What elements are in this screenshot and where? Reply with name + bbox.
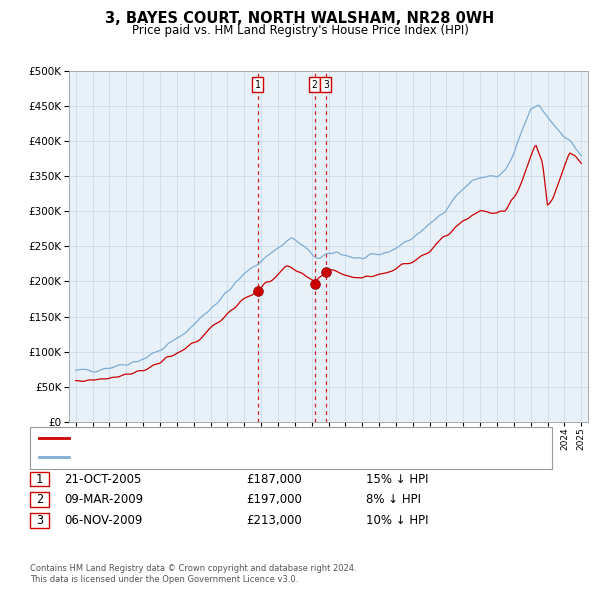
Text: HPI: Average price, detached house, North Norfolk: HPI: Average price, detached house, Nort…: [75, 452, 326, 462]
Text: 10% ↓ HPI: 10% ↓ HPI: [366, 514, 428, 527]
Text: £213,000: £213,000: [246, 514, 302, 527]
Text: £187,000: £187,000: [246, 473, 302, 486]
Text: 3, BAYES COURT, NORTH WALSHAM, NR28 0WH (detached house): 3, BAYES COURT, NORTH WALSHAM, NR28 0WH …: [75, 434, 403, 444]
Text: 15% ↓ HPI: 15% ↓ HPI: [366, 473, 428, 486]
Text: 2: 2: [312, 80, 317, 90]
Text: 3: 3: [323, 80, 329, 90]
Text: 3: 3: [36, 514, 43, 527]
Text: 2: 2: [36, 493, 43, 506]
Text: Price paid vs. HM Land Registry's House Price Index (HPI): Price paid vs. HM Land Registry's House …: [131, 24, 469, 37]
Text: 09-MAR-2009: 09-MAR-2009: [64, 493, 143, 506]
Text: 8% ↓ HPI: 8% ↓ HPI: [366, 493, 421, 506]
Text: 21-OCT-2005: 21-OCT-2005: [64, 473, 142, 486]
Text: £197,000: £197,000: [246, 493, 302, 506]
Text: Contains HM Land Registry data © Crown copyright and database right 2024.: Contains HM Land Registry data © Crown c…: [30, 565, 356, 573]
Text: 3, BAYES COURT, NORTH WALSHAM, NR28 0WH: 3, BAYES COURT, NORTH WALSHAM, NR28 0WH: [106, 11, 494, 25]
Text: 1: 1: [255, 80, 260, 90]
Text: 1: 1: [36, 473, 43, 486]
Text: 06-NOV-2009: 06-NOV-2009: [64, 514, 143, 527]
Text: This data is licensed under the Open Government Licence v3.0.: This data is licensed under the Open Gov…: [30, 575, 298, 584]
